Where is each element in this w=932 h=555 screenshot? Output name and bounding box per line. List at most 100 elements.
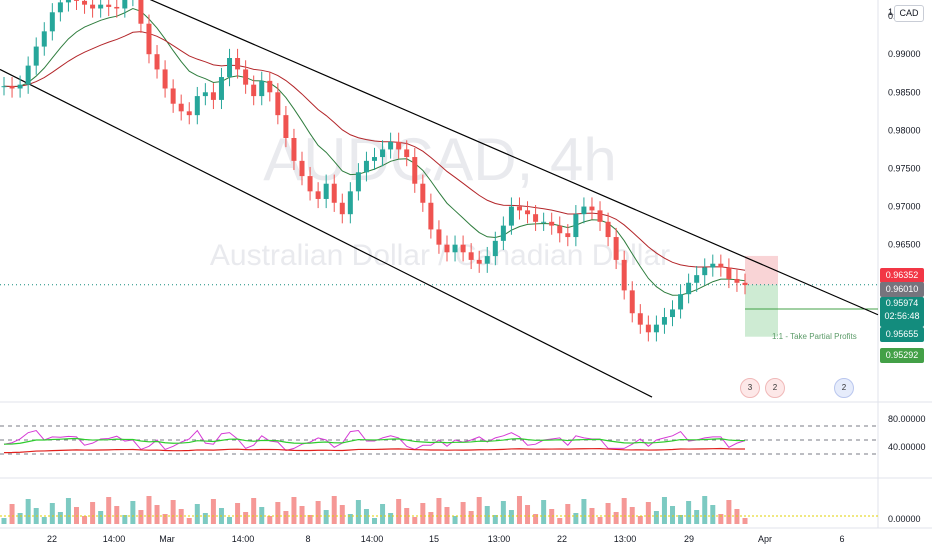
symbol-watermark: AUDCAD, 4h	[263, 126, 616, 193]
volume-bar	[541, 500, 547, 524]
candle-body	[17, 84, 23, 89]
candle-body	[331, 183, 337, 203]
volume-bar	[533, 514, 539, 524]
candle-body	[251, 84, 257, 97]
stop-zone	[745, 255, 778, 285]
candle-body	[106, 4, 112, 7]
time-tick-label: Mar	[159, 534, 175, 544]
flags-icon[interactable]: 2	[765, 378, 785, 398]
candle-body	[186, 111, 192, 116]
flag-au-icon[interactable]: 2	[834, 378, 854, 398]
volume-bar	[267, 516, 273, 524]
candle-body	[227, 58, 233, 78]
candle-body	[484, 256, 490, 264]
candle-body	[33, 46, 39, 66]
time-tick-label: 15	[429, 534, 439, 544]
volume-bar	[347, 514, 353, 524]
volume-bar	[484, 506, 490, 524]
candle-body	[516, 206, 522, 211]
volume-bar	[49, 503, 55, 524]
candle-body	[533, 214, 539, 222]
candle-body	[742, 282, 748, 286]
moving-average-price-tag: 0.96010	[880, 282, 924, 297]
candle-body	[678, 294, 684, 310]
time-tick-label: 29	[684, 534, 694, 544]
price-tick-label: 0.98000	[888, 125, 921, 135]
volume-bar	[500, 501, 506, 524]
time-tick-label: 22	[47, 534, 57, 544]
volume-bar	[283, 511, 289, 524]
time-tick-label: 8	[305, 534, 310, 544]
volume-bar	[315, 501, 321, 524]
candle-body	[138, 0, 144, 24]
candle-body	[412, 157, 418, 184]
time-tick-label: 14:00	[361, 534, 384, 544]
price-tick-label: 0.96500	[888, 240, 921, 250]
volume-bar	[516, 496, 522, 524]
volume-bar	[380, 504, 386, 524]
candle-body	[170, 88, 176, 104]
candle-body	[694, 275, 700, 283]
time-tick-label: 6	[839, 534, 844, 544]
volume-bar	[637, 516, 643, 524]
volume-bar	[154, 505, 160, 524]
candle-body	[323, 183, 329, 199]
volume-bar	[307, 515, 313, 524]
volume-bar	[9, 504, 15, 524]
volume-bar	[138, 510, 144, 524]
volume-bar	[492, 515, 498, 524]
candle-body	[718, 263, 724, 268]
candle-body	[613, 237, 619, 260]
volume-bar	[331, 496, 337, 524]
volume-bar	[65, 498, 71, 524]
volume-bar	[235, 503, 241, 524]
candle-body	[565, 233, 571, 238]
candle-body	[41, 31, 47, 47]
volume-bar	[605, 503, 611, 524]
volume-bar	[508, 510, 514, 524]
volume-bar	[323, 510, 329, 524]
volume-bar	[436, 498, 442, 524]
candle-body	[49, 12, 55, 32]
bar-countdown: 02:56:48	[884, 311, 920, 321]
candle-body	[98, 4, 104, 9]
volume-bar	[251, 498, 257, 524]
flags-icon[interactable]: 3	[740, 378, 760, 398]
volume-bar	[670, 506, 676, 524]
candle-body	[476, 259, 482, 264]
volume-bar	[460, 502, 466, 524]
volume-bar	[452, 516, 458, 524]
stop-price-tag: 0.96352	[880, 268, 924, 283]
candle-body	[154, 54, 160, 70]
candle-body	[218, 77, 224, 100]
candle-body	[452, 244, 458, 253]
volume-bar	[194, 504, 200, 524]
volume-bar	[686, 501, 692, 524]
level-price-tag: 0.95655	[880, 327, 924, 342]
candle-body	[347, 191, 353, 215]
candle-body	[73, 0, 79, 1]
axis-top-label: 1.	[888, 7, 896, 17]
currency-button[interactable]: CAD	[894, 5, 924, 22]
target-price-tag: 0.95292	[880, 348, 924, 363]
rsi-line	[3, 429, 746, 452]
price-tick-label: 0.98500	[888, 87, 921, 97]
target-zone	[745, 284, 778, 337]
candle-body	[621, 259, 627, 291]
candle-body	[178, 103, 184, 112]
candle-body	[65, 0, 71, 3]
volume-bar	[613, 512, 619, 524]
candle-body	[162, 69, 168, 89]
candle-body	[734, 278, 740, 283]
rsi-axis-label: 40.00000	[888, 442, 926, 452]
candle-body	[1, 86, 7, 88]
volume-bar	[170, 500, 176, 524]
volume-bar	[243, 512, 249, 524]
event-count: 2	[772, 383, 778, 392]
candle-body	[702, 267, 708, 276]
candle-body	[380, 149, 386, 158]
volume-bar	[275, 502, 281, 524]
position-note: 1:1 - Take Partial Profits	[772, 332, 857, 341]
